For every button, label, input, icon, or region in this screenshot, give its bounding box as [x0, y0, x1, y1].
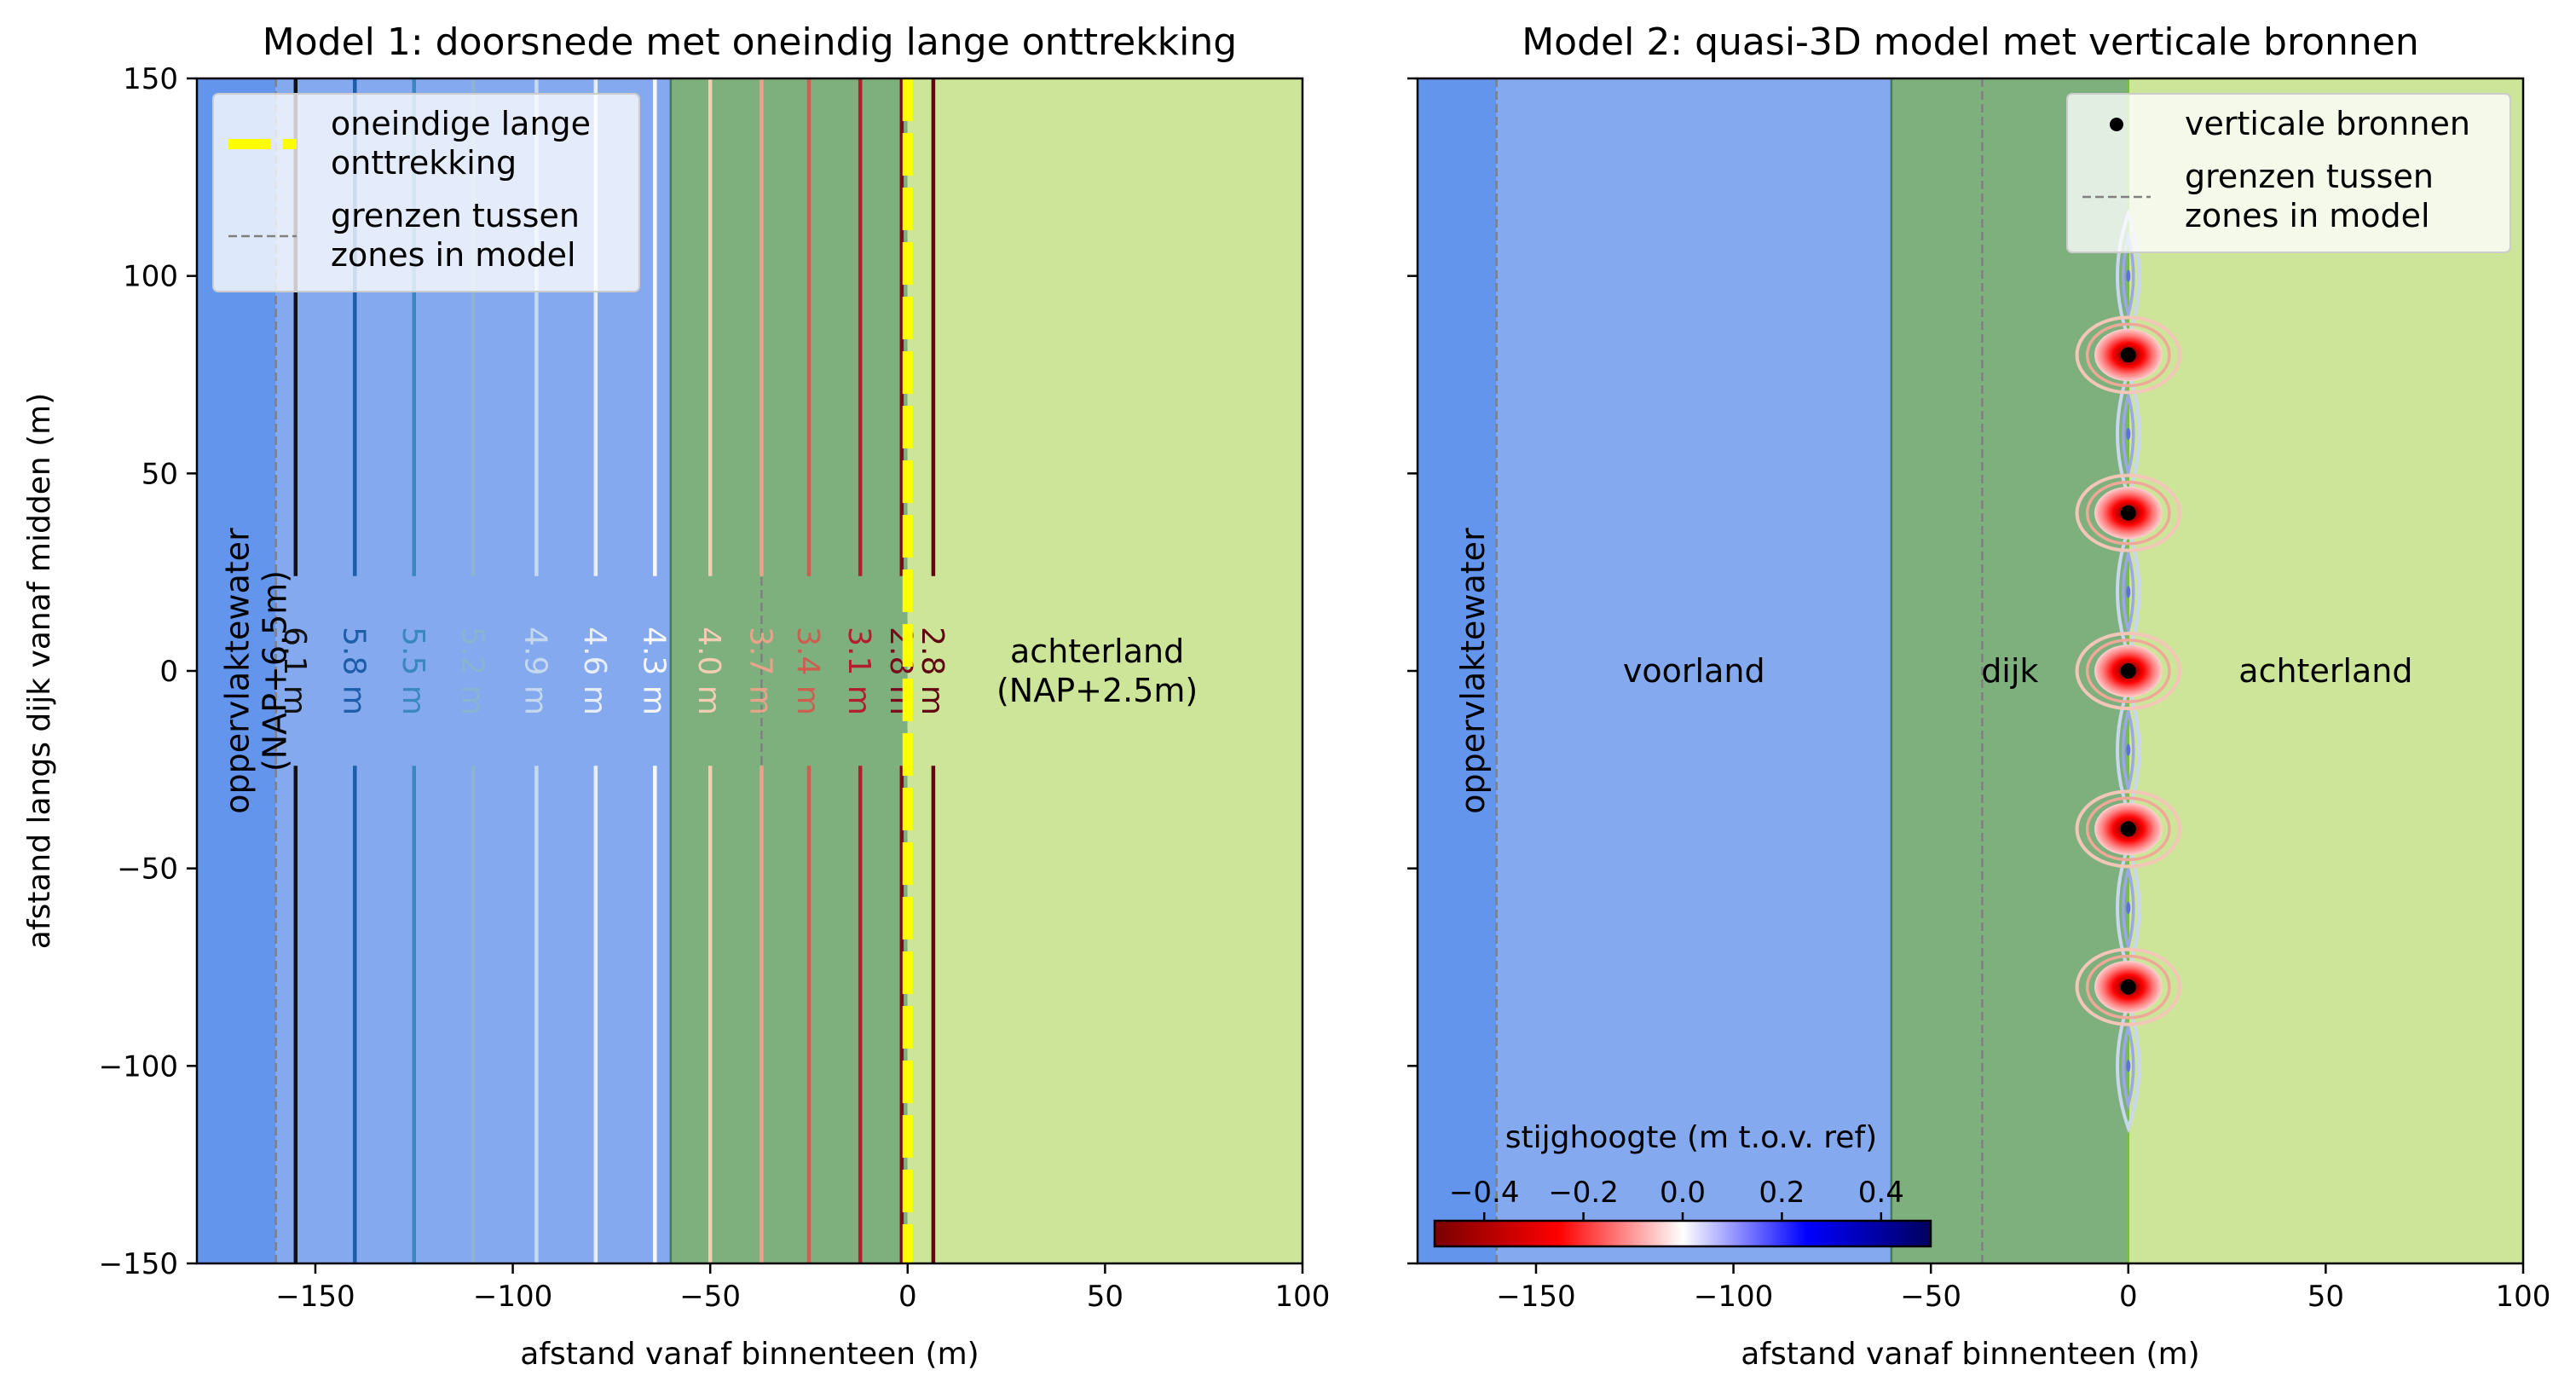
- zone-label-line: oppervlaktewater: [1454, 528, 1492, 814]
- zone-label-line: achterland: [1010, 633, 1184, 670]
- chart-title-model-1: Model 1: doorsnede met oneindig lange on…: [263, 20, 1237, 64]
- y-tick-label: −100: [99, 1049, 178, 1084]
- colorbar-tick-label: 0.2: [1759, 1176, 1805, 1210]
- legend-handle-well: [2110, 118, 2123, 131]
- y-axis-label: afstand langs dijk vanaf midden (m): [22, 393, 57, 950]
- legend-label: oneindige lange: [331, 105, 591, 142]
- colorbar-tick-label: −0.4: [1449, 1176, 1520, 1210]
- x-tick-label: 50: [2307, 1280, 2344, 1314]
- legend-label: zones in model: [331, 236, 576, 274]
- contour-label: 4.6 m: [577, 627, 612, 715]
- x-tick-label: 0: [2119, 1280, 2138, 1314]
- contour-label: 4.3 m: [636, 627, 671, 715]
- legend-label: onttrekking: [331, 144, 517, 182]
- vertical-well: [2075, 789, 2182, 869]
- y-tick-label: 0: [159, 655, 178, 689]
- x-tick-label: 50: [1087, 1280, 1123, 1314]
- x-tick-label: −50: [679, 1280, 741, 1314]
- contour-label: 5.2 m: [454, 627, 489, 715]
- x-tick-label: 100: [1275, 1280, 1331, 1314]
- x-tick-label: 100: [2496, 1280, 2551, 1314]
- zone-label: oppervlaktewater (NAP+6.5m): [218, 528, 293, 814]
- legend-label: verticale bronnen: [2185, 105, 2470, 142]
- zone-label-line: oppervlaktewater: [218, 528, 256, 814]
- y-tick-label: 100: [123, 260, 178, 294]
- contour-label: 4.9 m: [517, 627, 552, 715]
- vertical-well: [2075, 473, 2182, 552]
- colorbar-tick-label: 0.0: [1660, 1176, 1706, 1210]
- zone-hinterland: [907, 78, 1302, 1263]
- y-tick-label: 50: [142, 457, 178, 491]
- legend-box: [212, 93, 640, 292]
- vertical-well: [2075, 315, 2182, 395]
- zone-label-line: achterland: [2238, 652, 2412, 690]
- colorbar-title: stijghoogte (m t.o.v. ref): [1505, 1120, 1877, 1155]
- legend-label: grenzen tussen: [2185, 158, 2434, 195]
- x-tick-label: −150: [1496, 1280, 1575, 1314]
- zone-foreland: [1496, 78, 1892, 1263]
- head-rise-mark: [2116, 998, 2141, 1134]
- zone-label-line: (NAP+2.5m): [996, 672, 1198, 709]
- contour-label: 6.1 m: [277, 627, 312, 715]
- legend-entry: verticale bronnen: [2110, 105, 2470, 142]
- zone-label-line: dijk: [1981, 652, 2038, 690]
- contour-label: 3.7 m: [742, 627, 777, 715]
- contour-label: 3.1 m: [841, 627, 876, 715]
- contour-label: 5.5 m: [396, 627, 430, 715]
- contour-label: 5.8 m: [336, 627, 371, 715]
- panel-model-2: oppervlaktewater voorland dijk achterland v…: [1407, 20, 2550, 1372]
- contour-label: 4.0 m: [691, 627, 726, 715]
- contour-label: 2.8 m: [915, 627, 950, 715]
- zone-label-line: voorland: [1623, 652, 1765, 690]
- colorbar: −0.4 −0.2 0.0 0.2 0.4 stijghoogte (m t.o.v. r…: [1433, 1120, 1932, 1248]
- vertical-well: [2075, 947, 2182, 1026]
- x-tick-label: 0: [898, 1280, 917, 1314]
- legend-label: zones in model: [2185, 197, 2430, 234]
- legend-label: grenzen tussen: [331, 197, 580, 234]
- panel-model-1: 6.1 m 5.8 m 5.5 m 5.2 m 4.9 m 4.6 m 4.3 m 4.0 m…: [22, 20, 1330, 1372]
- x-tick-label: −150: [275, 1280, 355, 1314]
- colorbar-tick-label: 0.4: [1858, 1176, 1904, 1210]
- x-axis-label-model-1: afstand vanaf binnenteen (m): [520, 1337, 979, 1372]
- x-tick-label: −100: [1694, 1280, 1773, 1314]
- zone-label: oppervlaktewater: [1454, 528, 1492, 814]
- x-tick-label: −100: [473, 1280, 552, 1314]
- zone-surface_water: [1418, 78, 1497, 1263]
- colorbar-tick-label: −0.2: [1548, 1176, 1619, 1210]
- contour-label: 3.4 m: [790, 627, 825, 715]
- y-tick-label: 150: [123, 62, 178, 96]
- x-axis-label-model-2: afstand vanaf binnenteen (m): [1741, 1337, 2199, 1372]
- y-tick-label: −150: [99, 1247, 178, 1281]
- vertical-well: [2075, 631, 2182, 711]
- zone-dike: [1891, 78, 2128, 1263]
- legend-box: [2066, 93, 2511, 253]
- x-tick-label: −50: [1900, 1280, 1961, 1314]
- zone-hinterland: [2128, 78, 2523, 1263]
- colorbar-bar: [1433, 1219, 1932, 1248]
- zone-label-line: (NAP+6.5m): [256, 570, 293, 772]
- chart-title-model-2: Model 2: quasi-3D model met verticale br…: [1522, 20, 2419, 64]
- y-tick-label: −50: [117, 853, 178, 887]
